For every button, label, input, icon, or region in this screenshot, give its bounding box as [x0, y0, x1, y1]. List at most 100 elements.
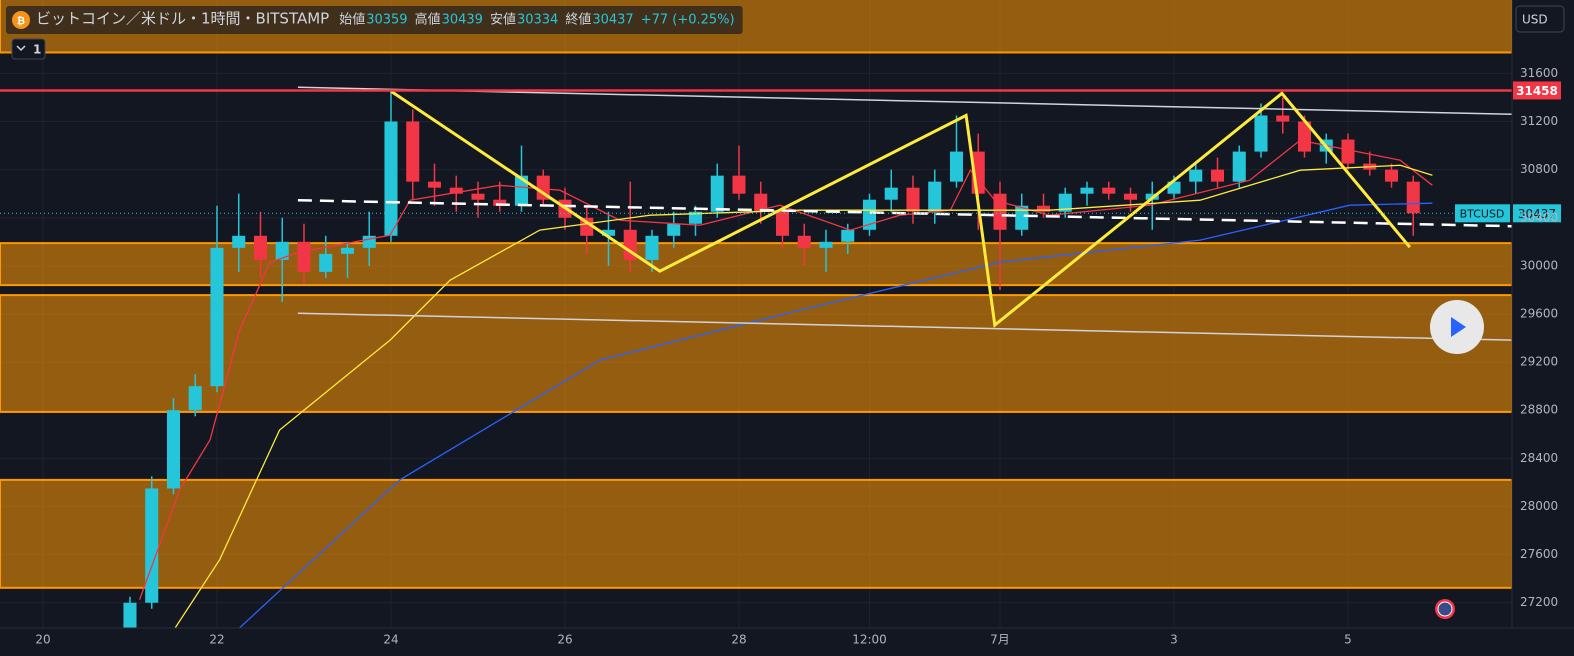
candle-body — [667, 223, 681, 236]
y-tick-label: 30800 — [1520, 162, 1558, 176]
candle-body — [493, 199, 507, 206]
x-tick-label: 24 — [383, 633, 398, 647]
trendline — [390, 90, 1411, 328]
y-tick-label: 27600 — [1520, 547, 1558, 561]
header-box — [6, 6, 743, 34]
candle-body — [862, 199, 877, 230]
symbol-tag-label: BTCUSD — [1460, 207, 1505, 220]
candle-body — [232, 235, 246, 248]
ohlc-value: 30334 — [517, 13, 558, 28]
coin-symbol: ₿ — [17, 15, 25, 27]
candle-body — [819, 241, 833, 248]
x-tick-label: 5 — [1344, 633, 1352, 647]
trendline — [297, 86, 1512, 116]
x-tick-label: 7月 — [990, 633, 1010, 647]
ohlc-value: 30439 — [442, 13, 483, 28]
x-tick-label: 12:00 — [852, 633, 887, 647]
candle-body — [949, 151, 964, 182]
zone — [0, 478, 1512, 589]
moving-average — [138, 139, 1433, 600]
x-tick-label: 20 — [35, 633, 50, 647]
candle-body — [1254, 115, 1268, 152]
play-icon — [1451, 317, 1466, 337]
candle-body — [928, 181, 942, 212]
candle-body — [384, 121, 398, 236]
candle-body — [145, 488, 159, 603]
candle-body — [906, 187, 920, 212]
overlay: 31458 BTCUSD 30437 USD ₿ ビットコイン／米ドル・1時間・BITST… — [6, 5, 1565, 223]
zone — [0, 294, 1512, 413]
trendline — [297, 312, 1512, 341]
candle-body — [166, 410, 181, 489]
y-tick-label: 31200 — [1520, 114, 1558, 128]
candle-body — [884, 187, 898, 200]
candle-body — [514, 175, 529, 206]
price-tag — [1513, 81, 1561, 100]
candle-body — [1036, 205, 1051, 212]
y-tick-label: 30400 — [1520, 210, 1558, 224]
x-tick-label: 28 — [731, 633, 746, 647]
y-tick-label: 29600 — [1520, 307, 1558, 321]
moving-average — [174, 164, 1433, 628]
candle-body — [297, 241, 311, 272]
last-price-tag — [1513, 204, 1561, 223]
candle-body — [710, 175, 724, 212]
x-tick-label: 3 — [1170, 633, 1178, 647]
candle-body — [275, 241, 289, 260]
ohlc-label: 始値 — [339, 12, 365, 28]
symbol-tag — [1455, 204, 1510, 223]
header-title: ビットコイン／米ドル・1時間・BITSTAMP — [36, 10, 329, 28]
candle-body — [1123, 193, 1138, 200]
y-tick-label: 28400 — [1520, 451, 1558, 465]
ohlc-value: 30437 — [592, 13, 633, 28]
candle-body — [253, 235, 268, 260]
currency-label: USD — [1522, 13, 1548, 27]
candle-body — [601, 229, 616, 236]
candle-body — [406, 121, 420, 182]
candle-body — [1232, 151, 1246, 182]
candle-body — [775, 211, 790, 236]
candle-body — [732, 175, 746, 194]
y-tick-label: 31600 — [1520, 66, 1558, 80]
candle-body — [797, 235, 811, 248]
ohlc-label: 高値 — [415, 12, 441, 28]
candle-body — [1297, 121, 1312, 152]
trendline — [297, 198, 1512, 228]
ohlc-label: 安値 — [490, 12, 516, 28]
candle-body — [1341, 139, 1355, 164]
candle-body — [645, 235, 659, 260]
candle-body — [123, 602, 137, 628]
candle-body — [188, 386, 202, 411]
candle-body — [1276, 115, 1290, 122]
ohlc-value: 30359 — [366, 13, 407, 28]
x-tick-label: 26 — [557, 633, 572, 647]
y-tick-label: 27200 — [1520, 595, 1558, 609]
x-tick-label: 22 — [209, 633, 224, 647]
currency-button[interactable] — [1515, 5, 1565, 33]
event-flag-icon — [1437, 601, 1453, 617]
candle-body — [993, 193, 1007, 230]
last-price-tag-label: 30437 — [1518, 207, 1556, 221]
pane-badge-chevron — [16, 45, 26, 52]
zone — [0, 242, 1512, 287]
candle-body — [1080, 187, 1094, 194]
ohlc-change: +77 (+0.25%) — [641, 13, 735, 28]
candle-body — [319, 253, 333, 272]
candle-body — [1015, 205, 1029, 230]
y-tick-label: 29200 — [1520, 355, 1558, 369]
coin-icon — [12, 11, 30, 29]
candle-body — [1189, 169, 1203, 182]
candle-body — [580, 217, 594, 236]
candle-body — [471, 193, 485, 200]
ohlc-label: 終値 — [565, 12, 591, 28]
candle-body — [210, 247, 224, 387]
candle-body — [427, 181, 442, 188]
candle-body — [340, 247, 355, 254]
candle-body — [1384, 169, 1399, 182]
moving-average — [239, 202, 1433, 628]
pane-badge[interactable] — [11, 38, 46, 60]
candle-body — [1102, 187, 1116, 194]
y-tick-label: 28000 — [1520, 499, 1558, 513]
price-tag-label: 31458 — [1516, 84, 1558, 98]
